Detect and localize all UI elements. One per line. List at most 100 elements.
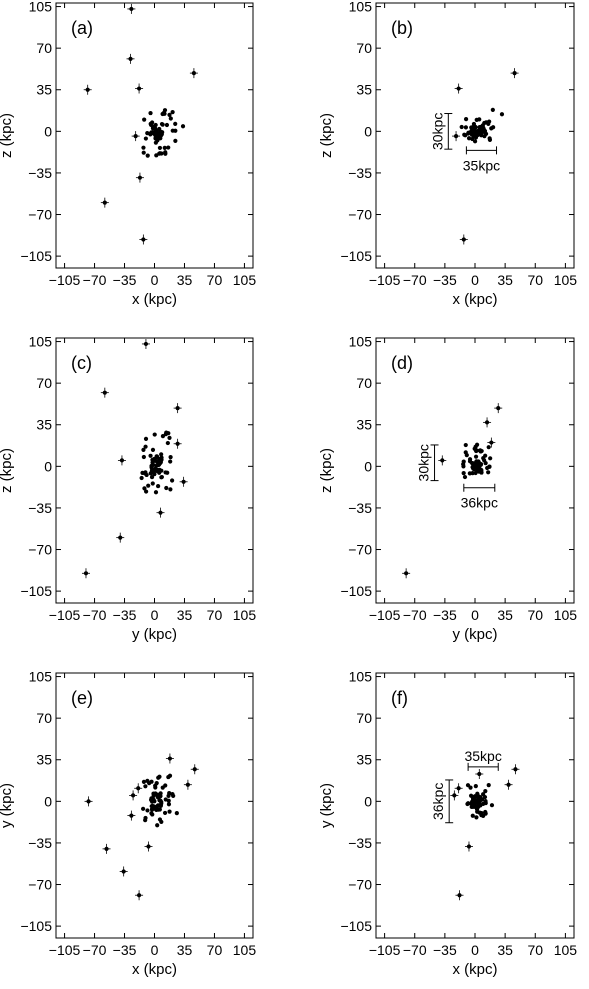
x-axis-label: x (kpc) xyxy=(132,961,177,978)
data-point xyxy=(473,784,478,789)
x-tick-label: 0 xyxy=(151,272,159,288)
x-tick-label: −70 xyxy=(83,272,107,288)
data-point xyxy=(467,457,473,462)
y-tick-label: 35 xyxy=(36,82,52,98)
data-point xyxy=(470,461,475,466)
data-point xyxy=(150,447,156,452)
data-point xyxy=(487,137,493,143)
data-point xyxy=(461,237,466,242)
data-point xyxy=(159,151,164,156)
x-tick-label: 35 xyxy=(177,607,193,623)
data-point xyxy=(155,823,160,828)
x-axis-label: x (kpc) xyxy=(132,291,177,308)
data-point xyxy=(484,420,490,425)
y-axis-label: y (kpc) xyxy=(318,783,335,828)
x-tick-label: 70 xyxy=(207,272,223,288)
y-axis-label: z (kpc) xyxy=(0,113,15,158)
data-point xyxy=(479,813,484,818)
data-point xyxy=(473,135,479,140)
data-point xyxy=(486,783,491,788)
data-point xyxy=(461,459,466,464)
data-point xyxy=(149,474,155,480)
data-point xyxy=(468,793,474,798)
data-point xyxy=(499,112,505,117)
data-point xyxy=(512,71,517,76)
data-point xyxy=(489,803,495,808)
y-tick-label: −105 xyxy=(20,248,52,264)
data-point xyxy=(463,442,468,448)
y-axis-label: z (kpc) xyxy=(318,113,335,158)
data-point xyxy=(119,458,125,463)
data-point xyxy=(170,110,175,115)
data-point xyxy=(469,125,474,130)
y-tick-label: 105 xyxy=(349,334,373,350)
data-point xyxy=(475,462,480,467)
data-point xyxy=(171,793,176,798)
data-point xyxy=(136,786,141,791)
panel-label: (b) xyxy=(391,18,413,38)
data-point xyxy=(170,128,175,133)
panel-a: −105 105 −70 70 −35 35 0 0 35 −35 70 −70 105 −105 x (k… xyxy=(0,0,256,308)
data-point xyxy=(160,785,165,790)
y-tick-label: −105 xyxy=(20,918,52,934)
data-point xyxy=(506,782,511,787)
x-tick-label: 70 xyxy=(527,272,543,288)
data-point xyxy=(482,458,487,463)
data-point xyxy=(461,471,466,476)
y-tick-label: 105 xyxy=(349,0,373,15)
data-point xyxy=(463,125,468,130)
data-point xyxy=(175,406,180,411)
y-tick-label: 0 xyxy=(44,458,52,474)
data-point xyxy=(469,804,474,810)
data-point xyxy=(478,448,483,453)
x-tick-label: −70 xyxy=(403,942,427,958)
data-point xyxy=(476,802,481,808)
x-tick-label: −105 xyxy=(369,272,401,288)
data-point xyxy=(163,797,168,802)
data-point xyxy=(173,121,178,126)
x-tick-label: 105 xyxy=(233,942,257,958)
data-point xyxy=(159,475,164,480)
data-point xyxy=(452,793,457,798)
data-point xyxy=(486,445,491,450)
data-point xyxy=(474,815,479,820)
data-point xyxy=(148,110,153,116)
data-point xyxy=(159,130,164,135)
y-tick-label: 70 xyxy=(36,710,52,726)
data-point xyxy=(483,789,488,794)
data-point xyxy=(146,483,151,488)
x-tick-label: 35 xyxy=(497,607,513,623)
panel-label: (e) xyxy=(71,688,93,708)
data-point xyxy=(477,771,482,777)
data-point xyxy=(166,145,171,150)
data-point xyxy=(158,803,163,808)
data-point xyxy=(482,794,488,800)
data-point xyxy=(483,798,488,804)
y-axis-label: z (kpc) xyxy=(318,448,335,493)
y-tick-label: −70 xyxy=(348,207,372,223)
data-point xyxy=(477,125,482,130)
x-axis-label: x (kpc) xyxy=(453,961,498,978)
data-point xyxy=(473,470,478,476)
data-point xyxy=(155,483,161,489)
x-tick-label: −35 xyxy=(433,942,457,958)
data-point xyxy=(143,341,149,347)
data-point xyxy=(154,153,159,158)
scale-bar-label: 30kpc xyxy=(416,444,432,481)
x-tick-label: −105 xyxy=(369,942,401,958)
y-tick-label: −70 xyxy=(348,542,372,558)
x-tick-label: 105 xyxy=(233,272,257,288)
x-tick-label: 0 xyxy=(151,607,159,623)
data-point xyxy=(152,471,157,477)
data-point xyxy=(459,124,464,130)
y-tick-label: −35 xyxy=(348,165,372,181)
data-point xyxy=(145,808,150,813)
y-axis-label: y (kpc) xyxy=(0,783,15,828)
data-point xyxy=(166,802,172,807)
data-point xyxy=(475,791,480,796)
x-tick-label: 105 xyxy=(554,607,578,623)
data-point xyxy=(483,453,488,458)
data-point xyxy=(489,440,494,445)
y-tick-label: 105 xyxy=(29,669,53,685)
data-point xyxy=(191,71,196,76)
